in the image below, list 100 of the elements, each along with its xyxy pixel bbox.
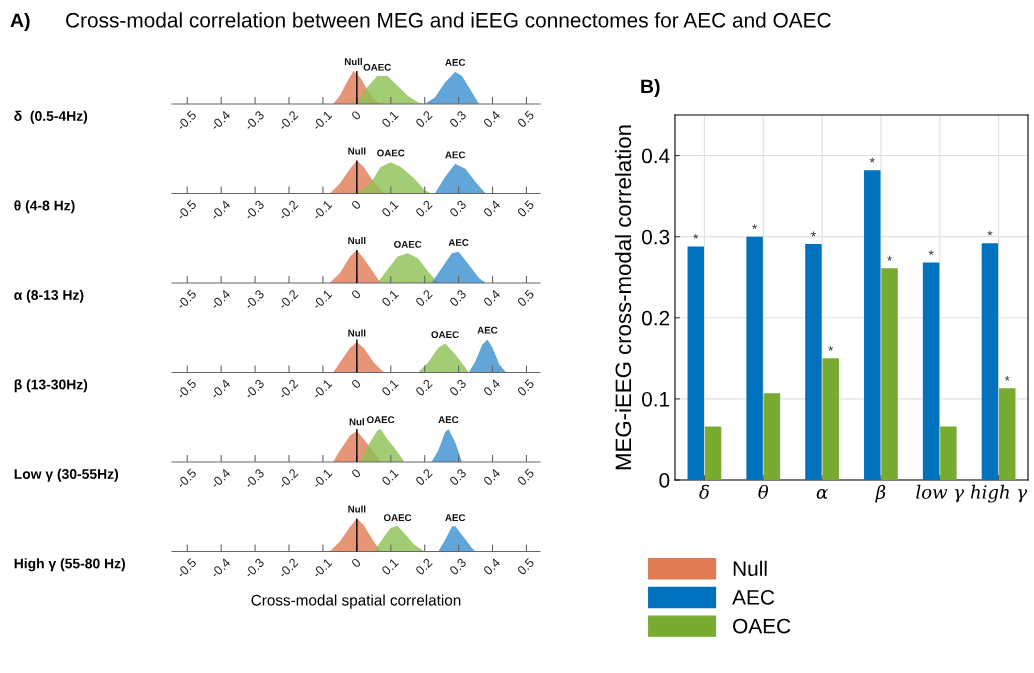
- x-tick-label: 0.3: [448, 557, 467, 576]
- x-tick-label: 0.5: [516, 199, 535, 218]
- x-tick-label: 0: [350, 289, 362, 300]
- legend-label: AEC: [732, 589, 775, 605]
- x-tick-label: -0.5: [176, 378, 197, 400]
- y-axis-title: θ (4-8 Hz): [14, 200, 75, 214]
- series-label: Null: [344, 57, 362, 66]
- x-tick-label: 0.5: [516, 289, 535, 307]
- data-label: *: [987, 230, 993, 236]
- x-tick-label: -0.1: [311, 110, 333, 131]
- x-tick-label: -0.4: [210, 557, 231, 579]
- x-tick-label: 0.1: [381, 468, 399, 486]
- data-label: *: [887, 255, 893, 261]
- x-tick-label: -0.2: [277, 378, 299, 400]
- bar: [922, 262, 940, 480]
- data-label: *: [810, 231, 816, 237]
- x-tick-label: 0.4: [482, 289, 501, 307]
- x-tick-label: -0.2: [277, 199, 299, 221]
- series-label: AEC: [445, 58, 466, 66]
- x-tick-label: -0.3: [243, 557, 265, 579]
- x-tick-label: 0.3: [448, 199, 467, 218]
- y-axis-title: δ (0.5-4Hz): [14, 110, 88, 124]
- x-tick-label: -0.1: [311, 378, 333, 400]
- x-tick-label: 0.5: [516, 557, 535, 576]
- x-tick-label: -0.1: [311, 199, 333, 221]
- x-tick-label: 0.5: [516, 468, 535, 486]
- y-tick-label: 0.4: [641, 148, 670, 164]
- text: A): [10, 12, 30, 32]
- series-label: Nul: [349, 418, 364, 426]
- bar: [704, 426, 722, 480]
- bar: [763, 393, 781, 480]
- x-tick-label: -0.4: [210, 378, 231, 400]
- x-tick-label: 0.5: [516, 378, 535, 397]
- x-tick-label: -0.5: [176, 557, 197, 579]
- x-tick-label: 0.3: [448, 110, 467, 128]
- data-label: *: [828, 345, 834, 351]
- x-tick-label: -0.2: [277, 468, 299, 489]
- x-tick-label: 0.2: [415, 199, 433, 218]
- x-tick-label: 0.2: [415, 289, 433, 307]
- data-label: *: [928, 250, 934, 256]
- series-label: OAEC: [431, 331, 459, 339]
- text: B): [641, 78, 660, 98]
- series-label: OAEC: [377, 149, 405, 157]
- series-label: AEC: [438, 416, 459, 424]
- x-tick-label: 0.4: [482, 199, 501, 218]
- y-tick-label: 0.3: [641, 229, 670, 245]
- x-tick-label: α: [816, 488, 828, 499]
- x-tick-label: low γ: [916, 484, 965, 503]
- x-tick-label: -0.3: [243, 468, 265, 489]
- y-axis-title: α (8-13 Hz): [14, 289, 84, 303]
- series-label: AEC: [477, 326, 498, 334]
- x-tick-label: -0.3: [243, 289, 265, 310]
- bar: [746, 236, 763, 480]
- x-tick-label: 0: [350, 557, 362, 569]
- x-tick-label: 0.1: [381, 199, 399, 218]
- x-tick-label: β: [875, 484, 886, 503]
- chart-title: Cross-modal correlation between MEG and iEEG connectomes for AEC and OAEC: [66, 12, 831, 28]
- x-tick-label: 0.4: [482, 378, 501, 397]
- y-axis-title: Low γ (30-55Hz): [14, 468, 119, 482]
- x-tick-label: 0.1: [381, 378, 399, 397]
- x-tick-label: -0.5: [176, 110, 197, 131]
- data-label: *: [869, 157, 875, 163]
- bar: [822, 358, 839, 480]
- y-axis-title: High γ (55-80 Hz): [14, 558, 125, 572]
- bar: [981, 243, 999, 480]
- x-axis-title: Cross-modal spatial correlation: [251, 594, 461, 609]
- series-label: AEC: [448, 239, 469, 246]
- x-tick-label: 0.2: [415, 378, 433, 397]
- series-label: OAEC: [363, 63, 391, 71]
- x-tick-label: 0.3: [448, 468, 467, 486]
- x-tick-label: 0.2: [415, 557, 433, 576]
- y-tick-label: 0.2: [641, 310, 670, 326]
- y-axis-title: β (13-30Hz): [14, 379, 88, 393]
- x-tick-label: 0.2: [415, 468, 433, 486]
- data-label: *: [693, 233, 699, 239]
- x-tick-label: 0.1: [381, 557, 399, 576]
- x-tick-label: -0.1: [311, 468, 333, 489]
- x-tick-label: 0.3: [448, 378, 467, 397]
- x-tick-label: -0.3: [243, 199, 265, 221]
- bar: [940, 426, 957, 480]
- x-tick-label: 0.5: [516, 110, 535, 128]
- x-tick-label: 0.1: [381, 289, 399, 307]
- x-tick-label: -0.2: [277, 289, 299, 310]
- x-tick-label: 0: [350, 199, 362, 211]
- x-tick-label: 0: [350, 378, 362, 390]
- series-label: OAEC: [394, 240, 422, 248]
- x-tick-label: -0.2: [277, 557, 299, 579]
- series-label: OAEC: [366, 416, 395, 424]
- x-tick-label: -0.4: [210, 289, 231, 310]
- x-tick-label: 0.2: [415, 110, 433, 128]
- series-label: Null: [348, 329, 366, 337]
- bar: [881, 268, 898, 480]
- x-tick-label: -0.2: [277, 110, 299, 131]
- x-tick-label: θ: [758, 484, 769, 499]
- y-axis-title: MEG-iEEG cross-modal correlation: [614, 125, 632, 470]
- series-label: AEC: [445, 151, 466, 159]
- x-tick-label: 0.1: [381, 110, 399, 128]
- bar: [864, 170, 881, 480]
- data-label: *: [752, 224, 758, 230]
- x-tick-label: -0.1: [311, 557, 333, 579]
